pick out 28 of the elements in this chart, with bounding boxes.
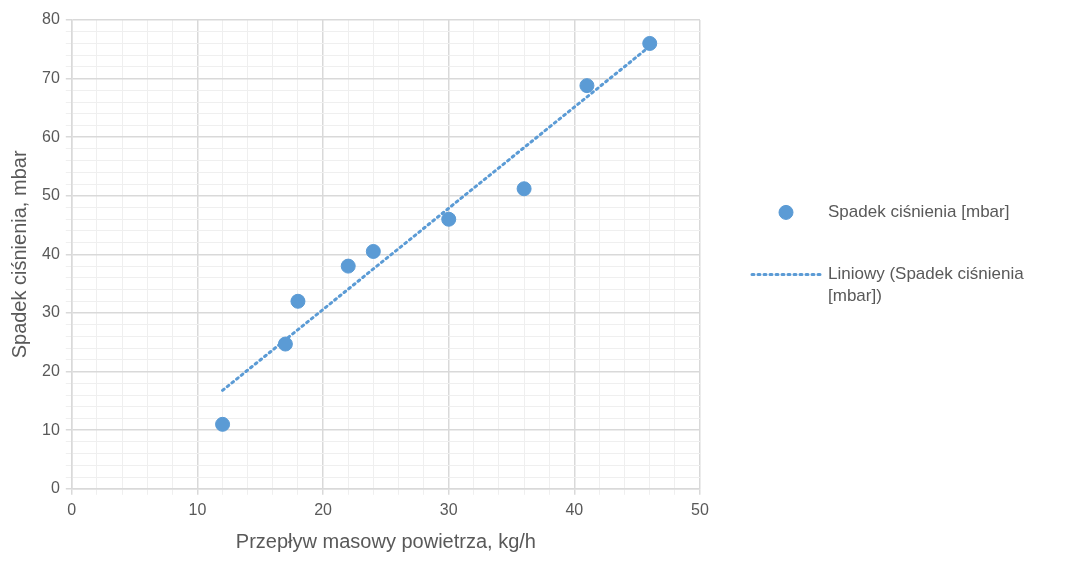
x-tick-label: 30 <box>439 500 458 518</box>
y-tick-label: 50 <box>42 186 60 204</box>
point <box>215 416 231 432</box>
x-tick-label: 10 <box>188 500 207 518</box>
y-tick-label: 30 <box>42 303 60 321</box>
y-tick-label: 10 <box>42 420 60 438</box>
x-tick-label: 0 <box>67 500 77 518</box>
point <box>441 211 457 227</box>
y-axis-title: Spadek ciśnienia, mbar <box>7 150 30 359</box>
y-tick-label: 0 <box>50 479 60 497</box>
y-tick-label: 40 <box>42 244 60 262</box>
point <box>340 258 356 274</box>
y-tick-label: 20 <box>42 362 60 380</box>
point <box>579 78 595 94</box>
legend-label: Liniowy (Spadek ciśnienia [mbar]) <box>828 264 1025 306</box>
y-tick-label: 80 <box>42 10 60 28</box>
point <box>642 35 658 51</box>
y-tick-label: 60 <box>42 127 60 145</box>
point <box>516 181 532 197</box>
legend-label: Spadek ciśnienia [mbar] <box>828 202 1010 222</box>
x-tick-label: 50 <box>691 500 709 518</box>
x-tick-label: 40 <box>565 500 584 518</box>
x-axis-title: Przepływ masowy powietrza, kg/h <box>235 529 536 552</box>
y-tick-label: 70 <box>42 69 60 87</box>
point <box>277 336 293 352</box>
point <box>290 293 306 309</box>
x-tick-label: 20 <box>314 500 333 518</box>
point <box>365 243 381 259</box>
